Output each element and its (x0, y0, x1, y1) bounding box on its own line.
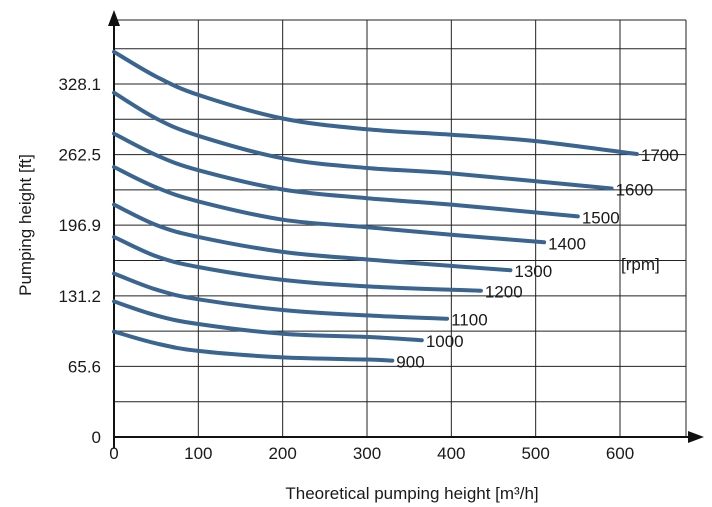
x-axis-title: Theoretical pumping height [m³/h] (285, 484, 538, 503)
rpm-unit-label: [rpm] (621, 255, 660, 274)
x-axis-arrow (688, 431, 704, 443)
y-axis-title: Pumping height [ft] (16, 154, 35, 296)
curve-rpm-1300 (112, 202, 513, 273)
curve-rpm-1100 (112, 271, 450, 321)
tick-labels: 0 100 200 300 400 500 600 0 65.6 131.2 196.9 262.5 3… (58, 75, 634, 463)
curve-rpm-1000 (112, 299, 424, 343)
x-tick-label: 400 (437, 444, 465, 463)
curve-label-1700: 1700 (641, 146, 679, 165)
curve-label-1000: 1000 (426, 332, 464, 351)
y-tick-label: 65.6 (68, 357, 101, 376)
curve-label-900: 900 (396, 353, 424, 372)
curve-rpm-1500 (112, 131, 580, 219)
grid (114, 19, 687, 437)
y-tick-label: 196.9 (58, 216, 101, 235)
curve-rpm-1700 (112, 49, 639, 156)
curve-label-1400: 1400 (548, 234, 586, 253)
x-tick-label: 100 (184, 444, 212, 463)
x-tick-label: 600 (606, 444, 634, 463)
curve-label-1300: 1300 (514, 262, 552, 281)
curve-label-1600: 1600 (616, 180, 654, 199)
x-tick-label: 300 (353, 444, 381, 463)
x-tick-label: 200 (268, 444, 296, 463)
y-tick-label: 328.1 (58, 75, 101, 94)
x-tick-label: 0 (109, 444, 118, 463)
x-tick-label: 500 (521, 444, 549, 463)
curve-label-1500: 1500 (582, 208, 620, 227)
y-tick-label: 0 (92, 428, 101, 447)
y-tick-label: 131.2 (58, 287, 101, 306)
curve-label-1200: 1200 (485, 283, 523, 302)
y-tick-label: 262.5 (58, 146, 101, 165)
y-axis-arrow (108, 10, 120, 26)
curve-label-1100: 1100 (451, 311, 488, 330)
curve-rpm-1400 (112, 165, 547, 245)
curve-rpm-1200 (112, 234, 483, 293)
curves (112, 49, 639, 363)
curve-rpm-900 (112, 329, 395, 363)
curve-rpm-1600 (112, 90, 614, 191)
